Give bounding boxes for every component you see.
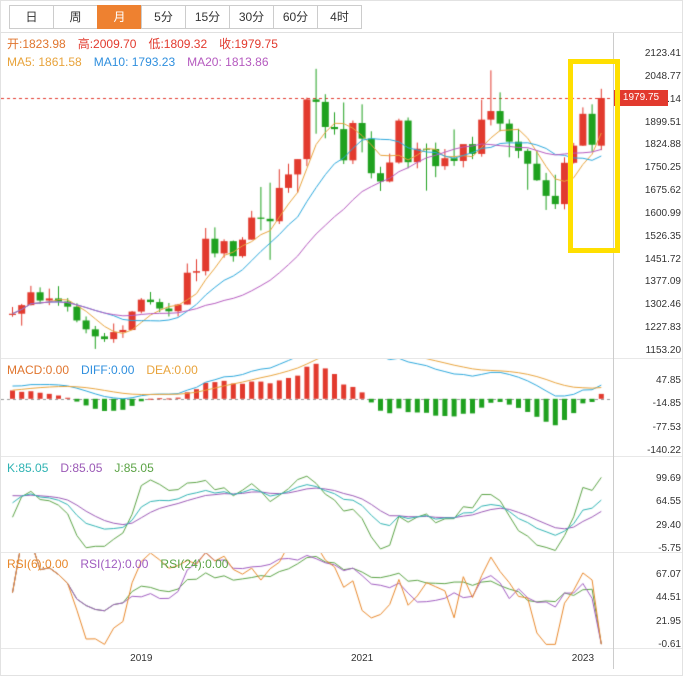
panel-divider (1, 358, 682, 359)
axis-tick-label: -5.75 (658, 543, 681, 554)
high-readout: 高:2009.70 (77, 37, 137, 51)
rsi-readout: RSI(6):0.00 RSI(12):0.00 RSI(24):0.00 (7, 557, 228, 571)
tab-30min[interactable]: 30分 (229, 4, 274, 29)
dea-value: DEA:0.00 (146, 363, 198, 377)
axis-tick-label: 1824.88 (644, 139, 681, 151)
axis-tick-label: 64.55 (655, 496, 681, 508)
d-value: D:85.05 (60, 461, 103, 475)
panel-divider (1, 552, 682, 553)
axis-tick-label: 2123.41 (644, 48, 681, 59)
price-chart-canvas[interactable] (1, 33, 613, 669)
axis-tick-label: -77.53 (652, 421, 681, 433)
tab-15min[interactable]: 15分 (185, 4, 230, 29)
ma5-readout: MA5: 1861.58 (7, 55, 82, 69)
x-axis-year-label: 2019 (130, 653, 153, 664)
tab-week[interactable]: 周 (53, 4, 98, 29)
kdj-readout: K:85.05 D:85.05 J:85.05 (7, 461, 154, 475)
timeframe-tabbar: 日 周 月 5分 15分 30分 60分 4时 (1, 1, 682, 33)
j-value: J:85.05 (114, 461, 154, 475)
panel-divider (1, 648, 682, 649)
rsi12-value: RSI(12):0.00 (80, 557, 149, 571)
axis-tick-label: 21.95 (655, 615, 681, 627)
axis-tick-label: 1750.25 (644, 162, 681, 174)
axis-tick-label: 99.69 (655, 473, 681, 484)
highlight-box (568, 59, 620, 253)
axis-tick-label: 29.40 (655, 519, 681, 531)
macd-readout: MACD:0.00 DIFF:0.00 DEA:0.00 (7, 363, 198, 377)
axis-tick-label: 1451.72 (644, 253, 681, 265)
axis-tick-label: 1526.35 (644, 230, 681, 242)
axis-tick-label: -140.22 (647, 445, 681, 456)
rsi24-value: RSI(24):0.00 (160, 557, 229, 571)
close-readout: 收:1979.75 (219, 37, 278, 51)
axis-tick-label: -14.85 (652, 398, 681, 410)
axis-tick-label: -0.61 (658, 639, 681, 650)
axis-tick-label: 1302.46 (644, 299, 681, 311)
rsi6-value: RSI(6):0.00 (7, 557, 69, 571)
open-readout: 开:1823.98 (7, 37, 66, 51)
tab-month[interactable]: 月 (97, 4, 142, 29)
k-value: K:85.05 (7, 461, 49, 475)
x-axis-year-label: 2021 (350, 653, 374, 664)
price-axis: 2123.412048.771974.141899.511824.881750.… (613, 33, 682, 669)
tab-60min[interactable]: 60分 (273, 4, 318, 29)
ohlc-readout: 开:1823.98 高:2009.70 低:1809.32 收:1979.75 (7, 37, 278, 51)
ma10-readout: MA10: 1793.23 (93, 55, 176, 69)
diff-value: DIFF:0.00 (81, 363, 135, 377)
axis-tick-label: 1600.99 (644, 207, 681, 219)
axis-tick-label: 1227.83 (644, 322, 681, 334)
x-axis-year-label: 2023 (571, 653, 595, 664)
axis-tick-label: 1377.09 (644, 276, 681, 288)
ma-readout: MA5: 1861.58 MA10: 1793.23 MA20: 1813.86 (7, 55, 269, 69)
axis-tick-label: 67.07 (655, 569, 681, 580)
axis-tick-label: 47.85 (655, 375, 681, 386)
axis-tick-label: 1153.20 (645, 345, 681, 356)
macd-value: MACD:0.00 (7, 363, 70, 377)
axis-tick-label: 1675.62 (644, 185, 681, 197)
axis-tick-label: 44.51 (655, 592, 681, 604)
ma20-readout: MA20: 1813.86 (187, 55, 269, 69)
current-price-tag: 1979.75 (614, 89, 668, 106)
tab-5min[interactable]: 5分 (141, 4, 186, 29)
axis-tick-label: 2048.77 (644, 70, 681, 82)
tab-4hour[interactable]: 4时 (317, 4, 362, 29)
low-readout: 低:1809.32 (148, 37, 208, 51)
panel-divider (1, 456, 682, 457)
axis-tick-label: 1899.51 (644, 116, 681, 128)
tab-day[interactable]: 日 (9, 4, 54, 29)
